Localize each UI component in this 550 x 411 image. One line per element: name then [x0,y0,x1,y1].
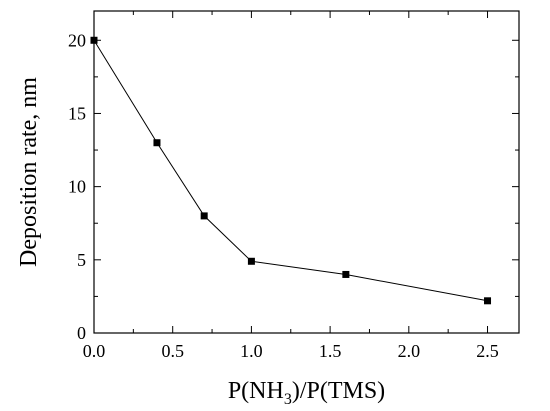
y-axis-label: Deposition rate, nm [16,77,42,267]
x-tick-label: 0.5 [161,341,184,361]
y-tick-label: 10 [68,177,86,197]
y-tick-label: 15 [68,103,86,123]
plot-frame [93,10,520,334]
ticks [93,11,519,334]
data-point [200,212,208,220]
y-tick-label: 20 [68,30,86,50]
data-point [484,297,492,305]
x-tick-label: 0.0 [83,341,106,361]
y-tick-label: 5 [77,250,86,270]
axes [93,10,520,334]
x-tick-label: 2.0 [398,341,421,361]
x-tick-label: 2.5 [476,341,499,361]
data-markers [90,36,492,305]
series-line [93,40,488,302]
x-axis-label: P(NH3)/P(TMS) [228,378,385,408]
data-point [342,270,350,278]
data-point [90,36,98,44]
data-point [153,139,161,147]
y-tick-label: 0 [77,323,86,343]
data-point [247,257,255,265]
x-tick-label: 1.5 [319,341,342,361]
x-tick-label: 1.0 [240,341,263,361]
tick-labels: 0.0 0.5 1.0 1.5 2.0 2.5 0 5 10 15 20 [68,30,499,361]
